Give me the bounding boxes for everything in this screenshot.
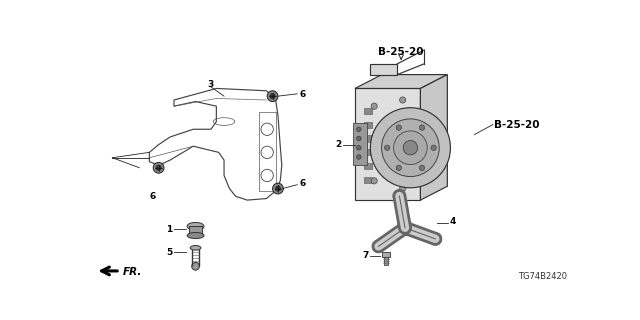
Text: B-25-20: B-25-20	[378, 47, 424, 57]
Text: 1: 1	[166, 225, 172, 234]
Text: 3: 3	[208, 80, 214, 89]
Text: 4: 4	[450, 217, 456, 226]
Circle shape	[356, 127, 361, 132]
Circle shape	[394, 131, 428, 164]
Circle shape	[393, 190, 406, 202]
Circle shape	[356, 136, 361, 141]
Bar	[189, 226, 202, 236]
Polygon shape	[355, 75, 447, 88]
Ellipse shape	[187, 232, 204, 239]
Circle shape	[399, 186, 406, 192]
Circle shape	[267, 91, 278, 101]
Circle shape	[397, 220, 413, 236]
Circle shape	[356, 145, 361, 150]
Ellipse shape	[190, 245, 201, 250]
Circle shape	[419, 165, 425, 171]
Bar	[355, 88, 420, 200]
Circle shape	[192, 262, 200, 270]
Text: B-25-20: B-25-20	[493, 120, 539, 130]
Text: 6: 6	[149, 192, 156, 201]
Circle shape	[431, 145, 436, 150]
Circle shape	[273, 183, 284, 194]
Ellipse shape	[187, 222, 204, 230]
Circle shape	[371, 103, 378, 109]
Circle shape	[372, 240, 385, 252]
Text: FR.: FR.	[123, 268, 143, 277]
Circle shape	[381, 119, 439, 177]
Polygon shape	[371, 64, 397, 75]
Circle shape	[156, 165, 161, 171]
Polygon shape	[420, 75, 447, 200]
Circle shape	[376, 243, 381, 250]
Text: 2: 2	[335, 140, 342, 149]
Circle shape	[401, 224, 409, 232]
Circle shape	[396, 193, 403, 199]
Circle shape	[356, 155, 361, 159]
Circle shape	[429, 233, 442, 245]
Circle shape	[396, 125, 401, 130]
Circle shape	[153, 162, 164, 173]
Bar	[364, 163, 372, 169]
Bar	[364, 177, 372, 183]
Bar	[364, 122, 372, 128]
Circle shape	[419, 125, 425, 130]
Circle shape	[371, 178, 378, 184]
Bar	[364, 149, 372, 156]
Circle shape	[396, 165, 401, 171]
Text: 6: 6	[300, 180, 306, 188]
Text: TG74B2420: TG74B2420	[518, 272, 566, 281]
Circle shape	[399, 97, 406, 103]
Text: 6: 6	[300, 90, 306, 99]
Circle shape	[432, 236, 438, 242]
Bar	[384, 257, 388, 265]
Circle shape	[371, 108, 451, 188]
Text: 5: 5	[166, 248, 172, 257]
Circle shape	[385, 145, 390, 150]
Circle shape	[275, 186, 281, 191]
Bar	[364, 135, 372, 141]
Circle shape	[403, 140, 417, 155]
Bar	[353, 123, 367, 165]
Circle shape	[270, 93, 275, 99]
Polygon shape	[382, 252, 390, 257]
Bar	[364, 108, 372, 114]
Text: 7: 7	[362, 251, 369, 260]
